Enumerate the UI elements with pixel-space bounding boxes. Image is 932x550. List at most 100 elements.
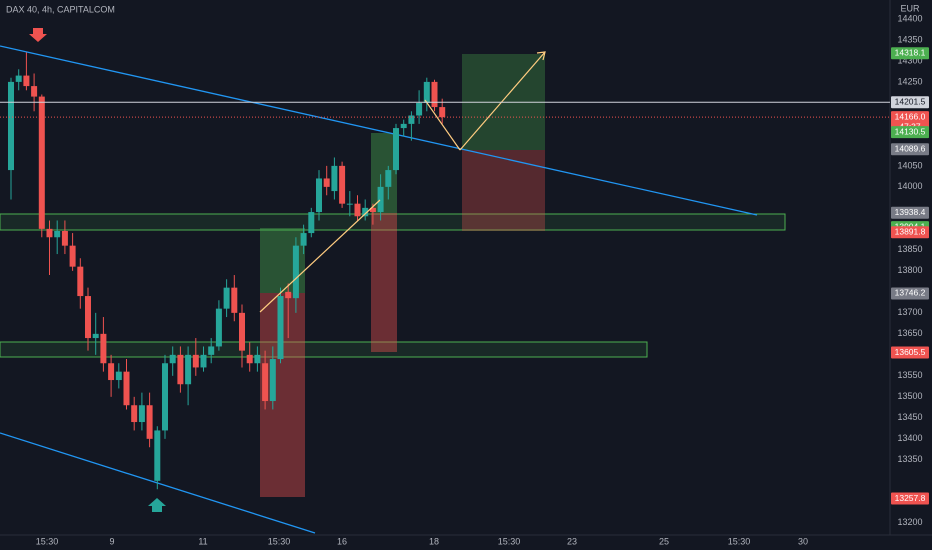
y-tick-label: 13550 bbox=[897, 370, 922, 380]
price-label-bg bbox=[891, 96, 929, 109]
y-tick-label: 14000 bbox=[897, 181, 922, 191]
candle-body bbox=[169, 354, 176, 364]
candle-body bbox=[154, 430, 161, 481]
candle-body bbox=[185, 354, 192, 385]
candle-body bbox=[377, 186, 384, 213]
x-tick-label: 16 bbox=[337, 536, 347, 546]
y-tick-label: 13400 bbox=[897, 433, 922, 443]
candle-body bbox=[369, 207, 376, 213]
x-tick-label: 11 bbox=[198, 536, 207, 546]
x-tick-label: 15:30 bbox=[498, 536, 521, 546]
candle-body bbox=[439, 107, 446, 118]
x-tick-label: 15:30 bbox=[36, 536, 59, 546]
x-tick-label: 9 bbox=[109, 536, 114, 546]
candle-body bbox=[269, 359, 276, 402]
price-label-bg bbox=[891, 492, 929, 505]
price-label-bg bbox=[891, 143, 929, 156]
price-label-bg bbox=[891, 126, 929, 139]
candle-body bbox=[354, 203, 361, 217]
projection-line bbox=[459, 51, 546, 151]
y-tick-label: 14050 bbox=[897, 160, 922, 170]
candle-body bbox=[162, 363, 168, 431]
support-zone bbox=[0, 213, 786, 231]
y-tick-label: 13450 bbox=[897, 412, 922, 422]
candle-body bbox=[146, 405, 153, 439]
y-tick-label: 13500 bbox=[897, 391, 922, 401]
candle-body bbox=[285, 291, 292, 299]
candle-body bbox=[408, 115, 415, 124]
candle-body bbox=[300, 233, 307, 246]
candle-body bbox=[223, 287, 230, 309]
y-tick-label: 13200 bbox=[897, 517, 922, 527]
candle-body bbox=[92, 333, 99, 339]
y-tick-label: 13700 bbox=[897, 307, 922, 317]
candle-body bbox=[38, 96, 45, 229]
x-tick-label: 23 bbox=[567, 536, 577, 546]
price-label-bg bbox=[891, 287, 929, 300]
candle-body bbox=[8, 81, 14, 171]
candle-body bbox=[46, 228, 53, 238]
candle-body bbox=[31, 86, 38, 97]
price-label: 13938.4 bbox=[895, 207, 926, 217]
y-tick-label: 14250 bbox=[897, 76, 922, 86]
candle-body bbox=[215, 308, 222, 347]
candle-body bbox=[423, 81, 430, 103]
candle-body bbox=[323, 178, 330, 187]
candle-body bbox=[431, 81, 438, 108]
projection-line bbox=[259, 199, 381, 313]
y-tick-label: 13850 bbox=[897, 244, 922, 254]
candles bbox=[8, 52, 446, 490]
candle-body bbox=[192, 354, 199, 368]
long-stop bbox=[462, 150, 545, 231]
price-label-bg bbox=[891, 206, 929, 219]
candle-body bbox=[385, 170, 392, 187]
candle-body bbox=[69, 245, 76, 267]
candle-body bbox=[393, 128, 399, 171]
price-label-bg bbox=[891, 346, 929, 359]
price-label: 13257.8 bbox=[895, 493, 926, 503]
candle-body bbox=[200, 354, 207, 368]
candle-body bbox=[400, 123, 407, 129]
y-tick-label: 13650 bbox=[897, 328, 922, 338]
price-label: 14318.1 bbox=[895, 48, 926, 58]
candle-body bbox=[262, 363, 269, 402]
candle-body bbox=[208, 346, 215, 355]
y-tick-label: 14300 bbox=[897, 55, 922, 65]
price-label-bg bbox=[891, 226, 929, 239]
sell-signal bbox=[29, 28, 47, 42]
x-tick-label: 25 bbox=[659, 536, 669, 546]
candle-body bbox=[316, 178, 322, 213]
y-tick-label: 13350 bbox=[897, 454, 922, 464]
candle-body bbox=[138, 405, 145, 423]
price-label-bg bbox=[891, 47, 929, 60]
drawings bbox=[0, 45, 786, 534]
candle-body bbox=[177, 354, 184, 385]
candle-body bbox=[308, 212, 315, 234]
candle-body bbox=[239, 312, 245, 351]
candle-body bbox=[231, 287, 238, 313]
price-label: 14201.5 bbox=[895, 97, 926, 107]
candle-body bbox=[54, 230, 61, 238]
candle-body bbox=[115, 371, 122, 381]
candle-body bbox=[131, 405, 138, 423]
candle-body bbox=[61, 230, 68, 246]
candle-body bbox=[85, 296, 91, 339]
long-stop bbox=[371, 213, 397, 352]
candle-body bbox=[346, 203, 353, 205]
candle-body bbox=[246, 354, 253, 364]
x-tick-label: 15:30 bbox=[728, 536, 751, 546]
candle-body bbox=[277, 296, 284, 360]
price-label: 14130.5 bbox=[895, 126, 926, 136]
arrow-head bbox=[536, 51, 546, 61]
y-tick-label: 13800 bbox=[897, 265, 922, 275]
candle-body bbox=[331, 165, 338, 192]
y-tick-label: 14350 bbox=[897, 34, 922, 44]
candle-body bbox=[15, 75, 22, 82]
price-label: 14166.0 bbox=[895, 111, 926, 121]
candle-body bbox=[416, 102, 423, 116]
price-label: 14089.6 bbox=[895, 143, 926, 153]
projection-line bbox=[424, 99, 461, 151]
projections bbox=[29, 28, 546, 512]
candle-body bbox=[123, 371, 130, 406]
long-target bbox=[371, 133, 397, 213]
